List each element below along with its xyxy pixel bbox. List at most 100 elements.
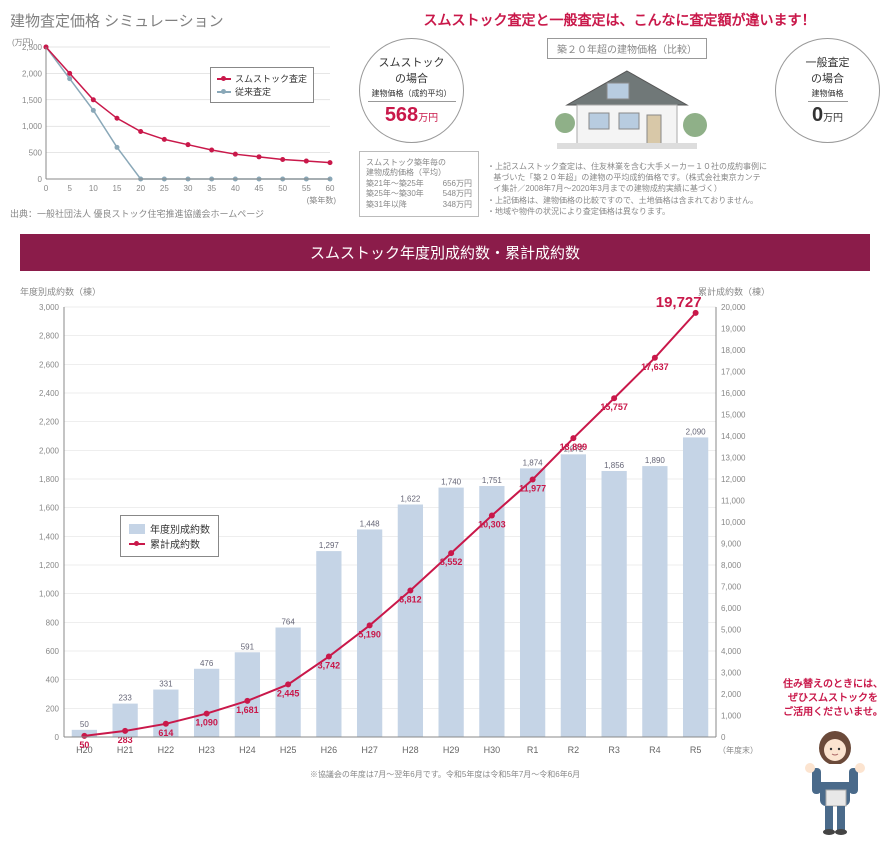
svg-text:1,000: 1,000	[39, 590, 60, 599]
svg-text:1,090: 1,090	[195, 718, 218, 728]
legend-line: 累計成約数	[150, 536, 200, 551]
svg-text:0: 0	[55, 733, 60, 742]
svg-text:3,000: 3,000	[721, 669, 742, 678]
svg-text:2,800: 2,800	[39, 332, 60, 341]
svg-text:1,200: 1,200	[39, 561, 60, 570]
svg-text:2,445: 2,445	[277, 688, 300, 698]
svg-text:10,000: 10,000	[721, 518, 746, 527]
svg-text:3,000: 3,000	[39, 303, 60, 312]
svg-text:15,000: 15,000	[721, 411, 746, 420]
svg-text:12,000: 12,000	[721, 475, 746, 484]
svg-text:40: 40	[231, 184, 240, 193]
svg-text:2,600: 2,600	[39, 360, 60, 369]
svg-text:0: 0	[44, 184, 49, 193]
svg-text:R2: R2	[568, 745, 580, 755]
svg-text:45: 45	[255, 184, 264, 193]
band-title: スムストック年度別成約数・累計成約数	[20, 234, 870, 271]
svg-text:17,000: 17,000	[721, 368, 746, 377]
sim-chart: 05001,0001,5002,0002,5000510152025303540…	[10, 35, 359, 205]
svg-text:(万円): (万円)	[12, 38, 34, 47]
svg-text:H21: H21	[117, 745, 134, 755]
svg-text:13,000: 13,000	[721, 454, 746, 463]
svg-text:H28: H28	[402, 745, 419, 755]
svg-text:25: 25	[160, 184, 169, 193]
svg-text:17,637: 17,637	[641, 362, 669, 372]
svg-text:600: 600	[46, 647, 60, 656]
sim-legend: スムストック査定 従来査定	[210, 67, 314, 103]
svg-text:H30: H30	[484, 745, 501, 755]
svg-text:H29: H29	[443, 745, 460, 755]
house-illustration	[547, 63, 707, 153]
svg-text:H24: H24	[239, 745, 256, 755]
right-circle-sub: 建物価格	[808, 88, 848, 102]
svg-text:H25: H25	[280, 745, 297, 755]
svg-text:1,874: 1,874	[523, 458, 544, 467]
right-circle: 一般査定の場合 建物価格 0万円	[775, 38, 880, 143]
svg-text:9,000: 9,000	[721, 540, 742, 549]
promo-notes: ・上記スムストック査定は、住友林業を含む大手メーカー１０社の成約事例に基づいた「…	[487, 161, 767, 217]
svg-text:6,812: 6,812	[399, 595, 422, 605]
svg-text:R1: R1	[527, 745, 539, 755]
left-circle-sub: 建物価格（成約平均）	[368, 88, 456, 102]
svg-text:19,000: 19,000	[721, 325, 746, 334]
svg-text:20,000: 20,000	[721, 303, 746, 312]
svg-text:2,000: 2,000	[22, 69, 43, 78]
svg-text:19,727: 19,727	[656, 294, 702, 311]
sim-title: 建物査定価格 シミュレーション	[10, 10, 359, 31]
svg-text:0: 0	[38, 175, 43, 184]
legend-bar: 年度別成約数	[150, 521, 210, 536]
svg-text:2,000: 2,000	[39, 446, 60, 455]
main-footnote: ※協議会の年度は7月～翌年6月です。令和5年度は令和5年7月～令和6年6月	[20, 769, 870, 780]
svg-text:5: 5	[67, 184, 72, 193]
svg-text:13,899: 13,899	[560, 442, 588, 452]
svg-text:0: 0	[721, 733, 726, 742]
svg-text:（年度末）: （年度末）	[718, 745, 758, 755]
svg-text:331: 331	[159, 680, 173, 689]
svg-text:14,000: 14,000	[721, 432, 746, 441]
svg-text:2,000: 2,000	[721, 690, 742, 699]
svg-text:11,977: 11,977	[519, 483, 546, 493]
svg-text:1,856: 1,856	[604, 461, 625, 470]
promo-headline: スムストック査定と一般査定は、こんなに査定額が違います！	[359, 10, 880, 30]
svg-text:60: 60	[326, 184, 335, 193]
svg-text:1,681: 1,681	[236, 705, 259, 715]
svg-text:1,000: 1,000	[721, 712, 742, 721]
svg-text:5,190: 5,190	[358, 629, 381, 639]
person-illustration	[790, 720, 880, 840]
main-chart: 02004006008001,0001,2001,4001,6001,8002,…	[20, 287, 870, 767]
svg-text:800: 800	[46, 618, 60, 627]
info-box: スムストック築年毎の建物成約価格（平均） 築21年～築25年656万円築25年～…	[359, 151, 479, 217]
sim-legend-a: スムストック査定	[235, 72, 307, 85]
svg-text:10,303: 10,303	[478, 519, 506, 529]
svg-text:8,552: 8,552	[440, 557, 463, 567]
svg-text:3,742: 3,742	[318, 661, 341, 671]
svg-text:614: 614	[158, 728, 173, 738]
svg-text:2,400: 2,400	[39, 389, 60, 398]
svg-text:30: 30	[184, 184, 193, 193]
sim-source: 出典：一般社団法人 優良ストック住宅推進協議会ホームページ	[10, 207, 359, 220]
svg-text:20: 20	[136, 184, 145, 193]
svg-text:H27: H27	[361, 745, 378, 755]
svg-text:1,500: 1,500	[22, 96, 43, 105]
svg-text:1,622: 1,622	[400, 495, 421, 504]
svg-text:10: 10	[89, 184, 98, 193]
svg-text:50: 50	[80, 720, 89, 729]
svg-text:1,000: 1,000	[22, 122, 43, 131]
svg-text:55: 55	[302, 184, 311, 193]
svg-text:2,090: 2,090	[686, 427, 707, 436]
svg-text:476: 476	[200, 659, 214, 668]
svg-text:764: 764	[281, 617, 295, 626]
svg-text:(築年数): (築年数)	[307, 195, 337, 205]
svg-text:1,400: 1,400	[39, 532, 60, 541]
svg-text:400: 400	[46, 676, 60, 685]
svg-text:1,740: 1,740	[441, 478, 462, 487]
svg-text:1,751: 1,751	[482, 476, 503, 485]
svg-text:8,000: 8,000	[721, 561, 742, 570]
right-circle-title: 一般査定の場合	[806, 54, 850, 86]
svg-text:16,000: 16,000	[721, 389, 746, 398]
svg-text:15: 15	[113, 184, 122, 193]
svg-text:11,000: 11,000	[721, 497, 745, 506]
svg-text:R5: R5	[690, 745, 702, 755]
svg-text:283: 283	[118, 735, 133, 745]
svg-text:18,000: 18,000	[721, 346, 746, 355]
